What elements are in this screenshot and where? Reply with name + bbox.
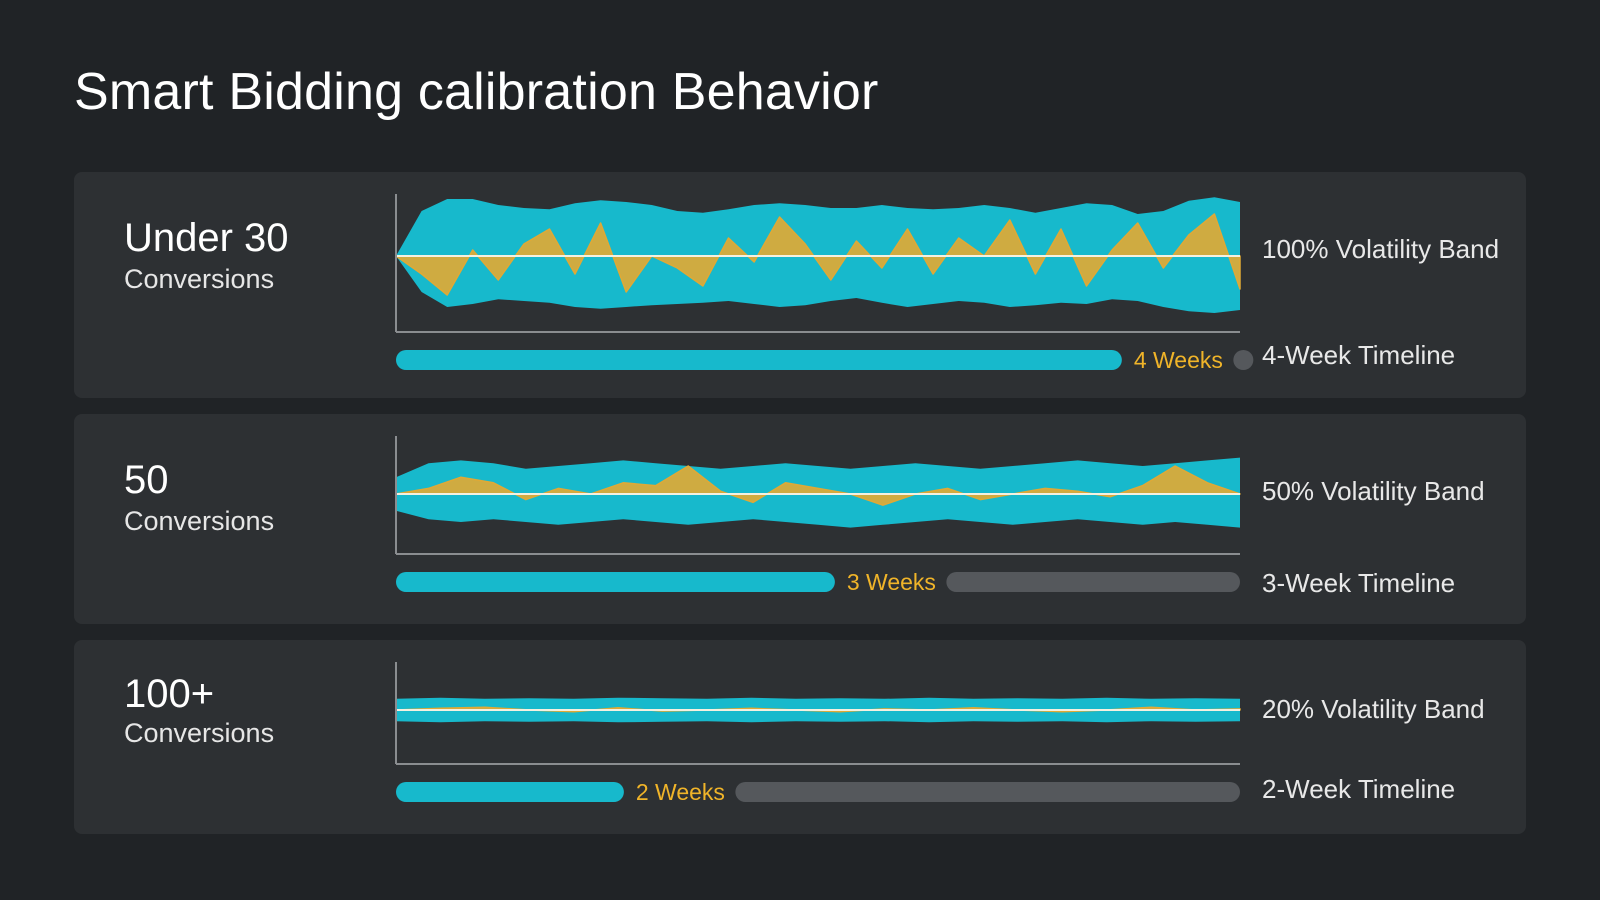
- volatility-band-label: 100% Volatility Band: [1262, 234, 1500, 264]
- conversion-tier-label: Under 30: [124, 216, 289, 260]
- conversion-tier-label: 100+: [124, 672, 215, 716]
- timeline-track: [946, 572, 1240, 592]
- timeline-progress-fill: [396, 782, 624, 802]
- volatility-chart-50: 3 Weeks: [395, 436, 1241, 595]
- volatility-band-label: 20% Volatility Band: [1262, 694, 1485, 724]
- timeline-label: 2-Week Timeline: [1262, 774, 1456, 804]
- timeline-progress-fill: [396, 350, 1122, 370]
- weeks-label: 2 Weeks: [636, 779, 725, 805]
- calibration-card-under-30: Under 30 Conversions 4 Weeks 100% Volati…: [74, 172, 1526, 398]
- volatility-chart-under-30: 4 Weeks: [395, 194, 1254, 373]
- performance-signal-area: [395, 213, 1241, 296]
- calibration-card-100-plus: 100+ Conversions 2 Weeks 20% Volatility …: [74, 640, 1526, 834]
- conversion-tier-label: 50: [124, 458, 169, 502]
- conversion-tier-sublabel: Conversions: [124, 264, 275, 294]
- timeline-label: 3-Week Timeline: [1262, 568, 1456, 598]
- calibration-card-50: 50 Conversions 3 Weeks 50% Volatility Ba…: [74, 414, 1526, 624]
- volatility-band-label: 50% Volatility Band: [1262, 476, 1485, 506]
- timeline-track: [735, 782, 1240, 802]
- weeks-label: 4 Weeks: [1134, 347, 1223, 373]
- volatility-chart-100-plus: 2 Weeks: [395, 662, 1241, 805]
- timeline-progress-fill: [396, 572, 835, 592]
- conversion-tier-sublabel: Conversions: [124, 506, 275, 536]
- conversion-tier-sublabel: Conversions: [124, 718, 275, 748]
- timeline-label: 4-Week Timeline: [1262, 340, 1456, 370]
- page-title: Smart Bidding calibration Behavior: [74, 63, 879, 121]
- timeline-track: [1233, 350, 1254, 370]
- weeks-label: 3 Weeks: [847, 569, 936, 595]
